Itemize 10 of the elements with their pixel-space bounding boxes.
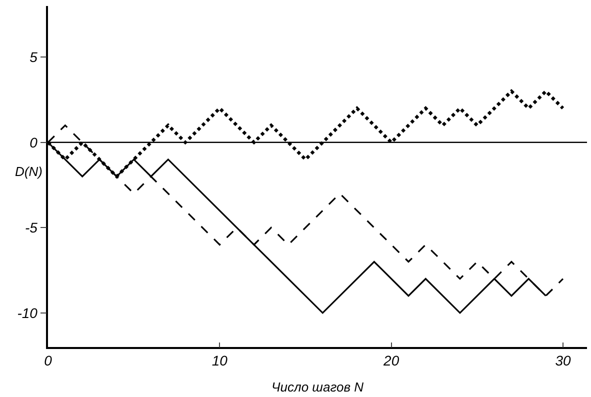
y-tick-label: 5	[30, 49, 38, 66]
y-tick-label: 0	[30, 134, 38, 150]
y-tick-label: -5	[24, 220, 38, 236]
x-tick-label: 20	[382, 352, 400, 369]
y-tick-label: -10	[17, 304, 38, 321]
x-tick-label: 10	[212, 352, 228, 369]
x-axis-title: Число шагов N	[272, 380, 364, 395]
x-tick-label: 0	[44, 352, 52, 369]
x-tick-label: 30	[555, 352, 571, 369]
y-axis-title: D(N)	[15, 164, 42, 179]
